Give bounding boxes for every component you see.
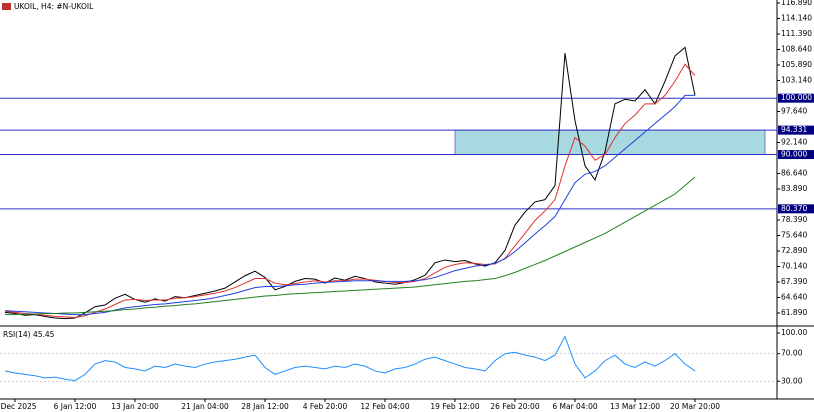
x-tick-label: 4 Feb 20:00: [303, 402, 348, 411]
series-line: [4, 46, 696, 320]
y-tick-label: 70.140: [781, 261, 807, 270]
x-tick-label: 9 Dec 2025: [0, 402, 37, 411]
y-tick-label: 111.390: [781, 29, 812, 38]
level-label: 94.331: [781, 125, 807, 134]
chart-title: UKOIL, H4: #N-UKOIL: [14, 2, 94, 11]
y-tick-label: 114.140: [781, 13, 812, 22]
y-tick-label: 86.640: [781, 168, 807, 177]
x-tick-label: 6 Mar 04:00: [552, 402, 598, 411]
series-line: [4, 63, 696, 318]
y-tick-label: 72.890: [781, 246, 807, 255]
x-tick-label: 28 Jan 12:00: [241, 402, 289, 411]
y-tick-label: 61.890: [781, 308, 807, 317]
x-tick-label: 20 Mar 20:00: [670, 402, 720, 411]
symbol-icon: [2, 3, 11, 10]
zone: [454, 129, 766, 155]
level-tag: [778, 204, 814, 214]
x-tick-label: 19 Feb 12:00: [430, 402, 479, 411]
series-line: [4, 94, 695, 316]
y-tick-label: 108.640: [781, 44, 812, 53]
x-tick-label: 26 Feb 20:00: [490, 402, 539, 411]
rsi-title: RSI(14) 45.45: [3, 330, 55, 339]
x-tick-label: 12 Feb 04:00: [360, 402, 409, 411]
y-tick-label: 100.00: [781, 328, 807, 337]
level-label: 90.000: [781, 150, 807, 159]
level-label: 80.370: [781, 204, 807, 213]
series-line: [5, 176, 696, 316]
level-label: 100.000: [781, 93, 812, 102]
x-tick-label: 21 Jan 04:00: [181, 402, 229, 411]
y-tick-label: 83.890: [781, 184, 807, 193]
level-tag: [778, 93, 814, 103]
y-tick-label: 78.390: [781, 215, 807, 224]
level-tag: [778, 150, 814, 160]
y-tick-label: 92.140: [781, 137, 807, 146]
y-tick-label: 67.390: [781, 277, 807, 286]
y-tick-label: 116.890: [781, 0, 812, 7]
x-tick-label: 13 Jan 20:00: [111, 402, 159, 411]
series-line: [4, 335, 696, 382]
y-tick-label: 97.640: [781, 106, 807, 115]
y-tick-label: 64.640: [781, 292, 807, 301]
y-tick-label: 30.00: [781, 376, 803, 385]
x-tick-label: 6 Jan 12:00: [54, 402, 97, 411]
x-tick-label: 13 Mar 12:00: [610, 402, 660, 411]
y-tick-label: 75.640: [781, 230, 807, 239]
level-tag: [778, 125, 814, 135]
y-tick-label: 70.00: [781, 349, 803, 358]
y-tick-label: 105.890: [781, 60, 812, 69]
y-tick-label: 103.140: [781, 75, 812, 84]
